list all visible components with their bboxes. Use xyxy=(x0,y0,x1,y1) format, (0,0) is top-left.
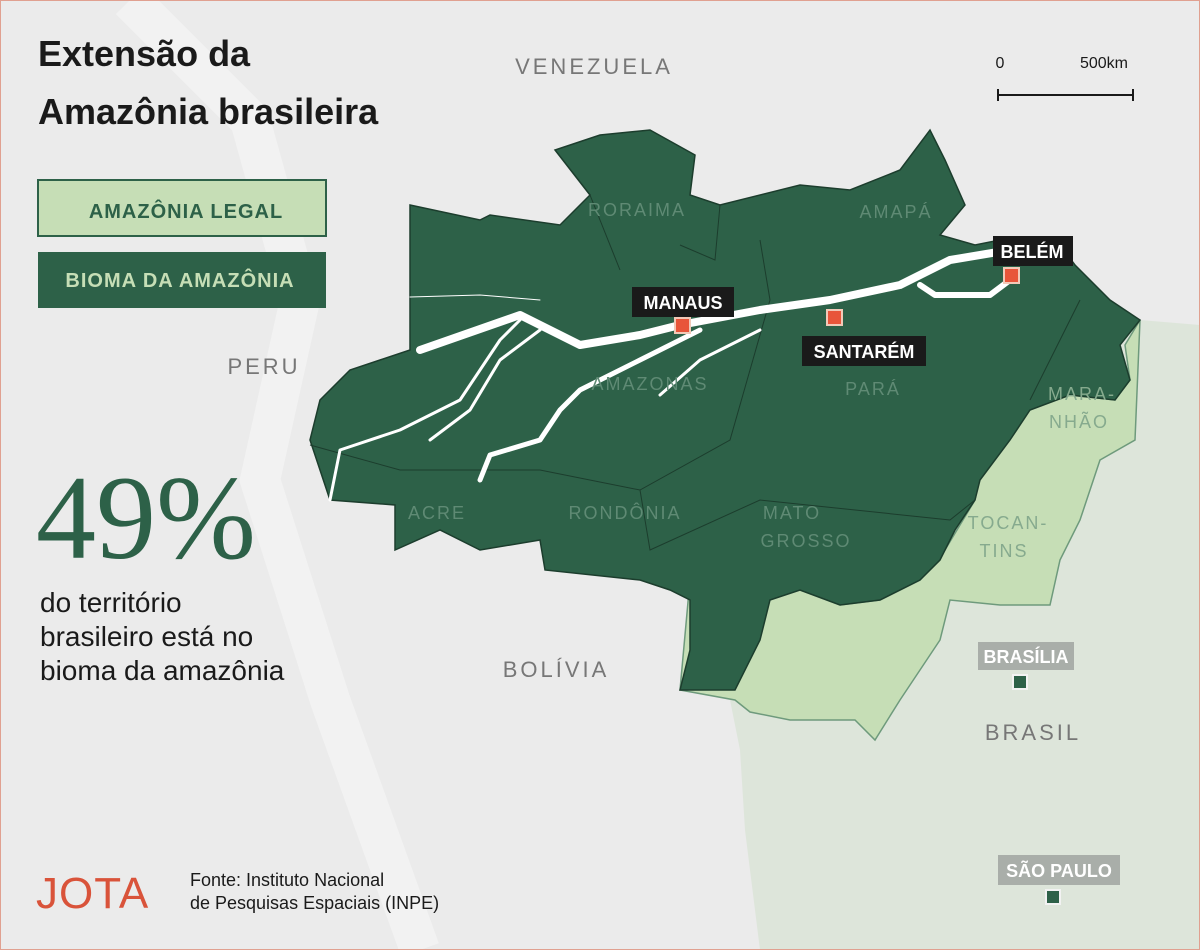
state-border xyxy=(309,194,1081,551)
state-label: MATO xyxy=(763,503,821,523)
river xyxy=(917,277,1013,298)
city-label-box xyxy=(998,855,1120,885)
state-label: RORAIMA xyxy=(588,200,686,220)
country-label: BRASIL xyxy=(985,720,1081,745)
state-label: RONDÔNIA xyxy=(568,502,681,523)
stat-text: bioma da amazônia xyxy=(40,655,285,686)
state-label: NHÃO xyxy=(1049,411,1109,432)
legend-label: AMAZÔNIA LEGAL xyxy=(89,199,283,223)
source-text: de Pesquisas Espaciais (INPE) xyxy=(190,893,439,913)
stat-text: brasileiro está no xyxy=(40,621,253,652)
city-label: BELÉM xyxy=(1001,241,1064,262)
state-label: AMAZONAS xyxy=(591,374,708,394)
relief xyxy=(115,0,439,950)
country-label: BOLÍVIA xyxy=(503,657,610,682)
source-text: Fonte: Instituto Nacional xyxy=(190,870,384,890)
rivers xyxy=(328,246,1014,502)
state-label: PARÁ xyxy=(845,379,901,399)
river xyxy=(428,328,542,442)
river xyxy=(416,246,1014,354)
legend-swatch xyxy=(37,179,327,237)
scale-label: 500km xyxy=(1080,55,1128,72)
city-marker xyxy=(826,309,843,326)
scale-label: 0 xyxy=(996,55,1005,72)
city-label-box xyxy=(632,287,734,317)
logo: JOTA xyxy=(36,869,149,918)
city-label-box xyxy=(993,236,1073,266)
title-line: Extensão da xyxy=(38,33,251,74)
legend-label: BIOMA DA AMAZÔNIA xyxy=(65,268,294,292)
city-marker xyxy=(674,317,691,334)
state-label: TINS xyxy=(979,541,1028,561)
state-label: GROSSO xyxy=(760,531,851,551)
river xyxy=(328,318,522,502)
stat-value: 49% xyxy=(36,451,256,584)
state-label: TOCAN- xyxy=(968,513,1049,533)
city-label-box xyxy=(978,642,1074,670)
river xyxy=(409,294,541,301)
state-label: MARA- xyxy=(1048,384,1116,404)
state-borders xyxy=(309,194,1081,551)
country-label: PERU xyxy=(227,354,300,379)
city-label: SANTARÉM xyxy=(814,341,915,362)
stat-text: do território xyxy=(40,587,182,618)
state-label: AMAPÁ xyxy=(859,202,932,222)
title-line: Amazônia brasileira xyxy=(38,91,379,132)
city-marker xyxy=(1003,267,1020,284)
scale-bar xyxy=(997,89,1134,101)
legend-swatch xyxy=(38,252,326,308)
river xyxy=(477,327,703,483)
city-marker xyxy=(1012,674,1028,690)
city-label: BRASÍLIA xyxy=(984,646,1069,667)
country-label: VENEZUELA xyxy=(515,54,673,79)
city-marker xyxy=(1045,889,1061,905)
state-label: ACRE xyxy=(408,503,466,523)
city-label-box xyxy=(802,336,926,366)
city-label: MANAUS xyxy=(644,293,723,313)
river xyxy=(658,328,762,397)
city-label: SÃO PAULO xyxy=(1006,860,1112,881)
